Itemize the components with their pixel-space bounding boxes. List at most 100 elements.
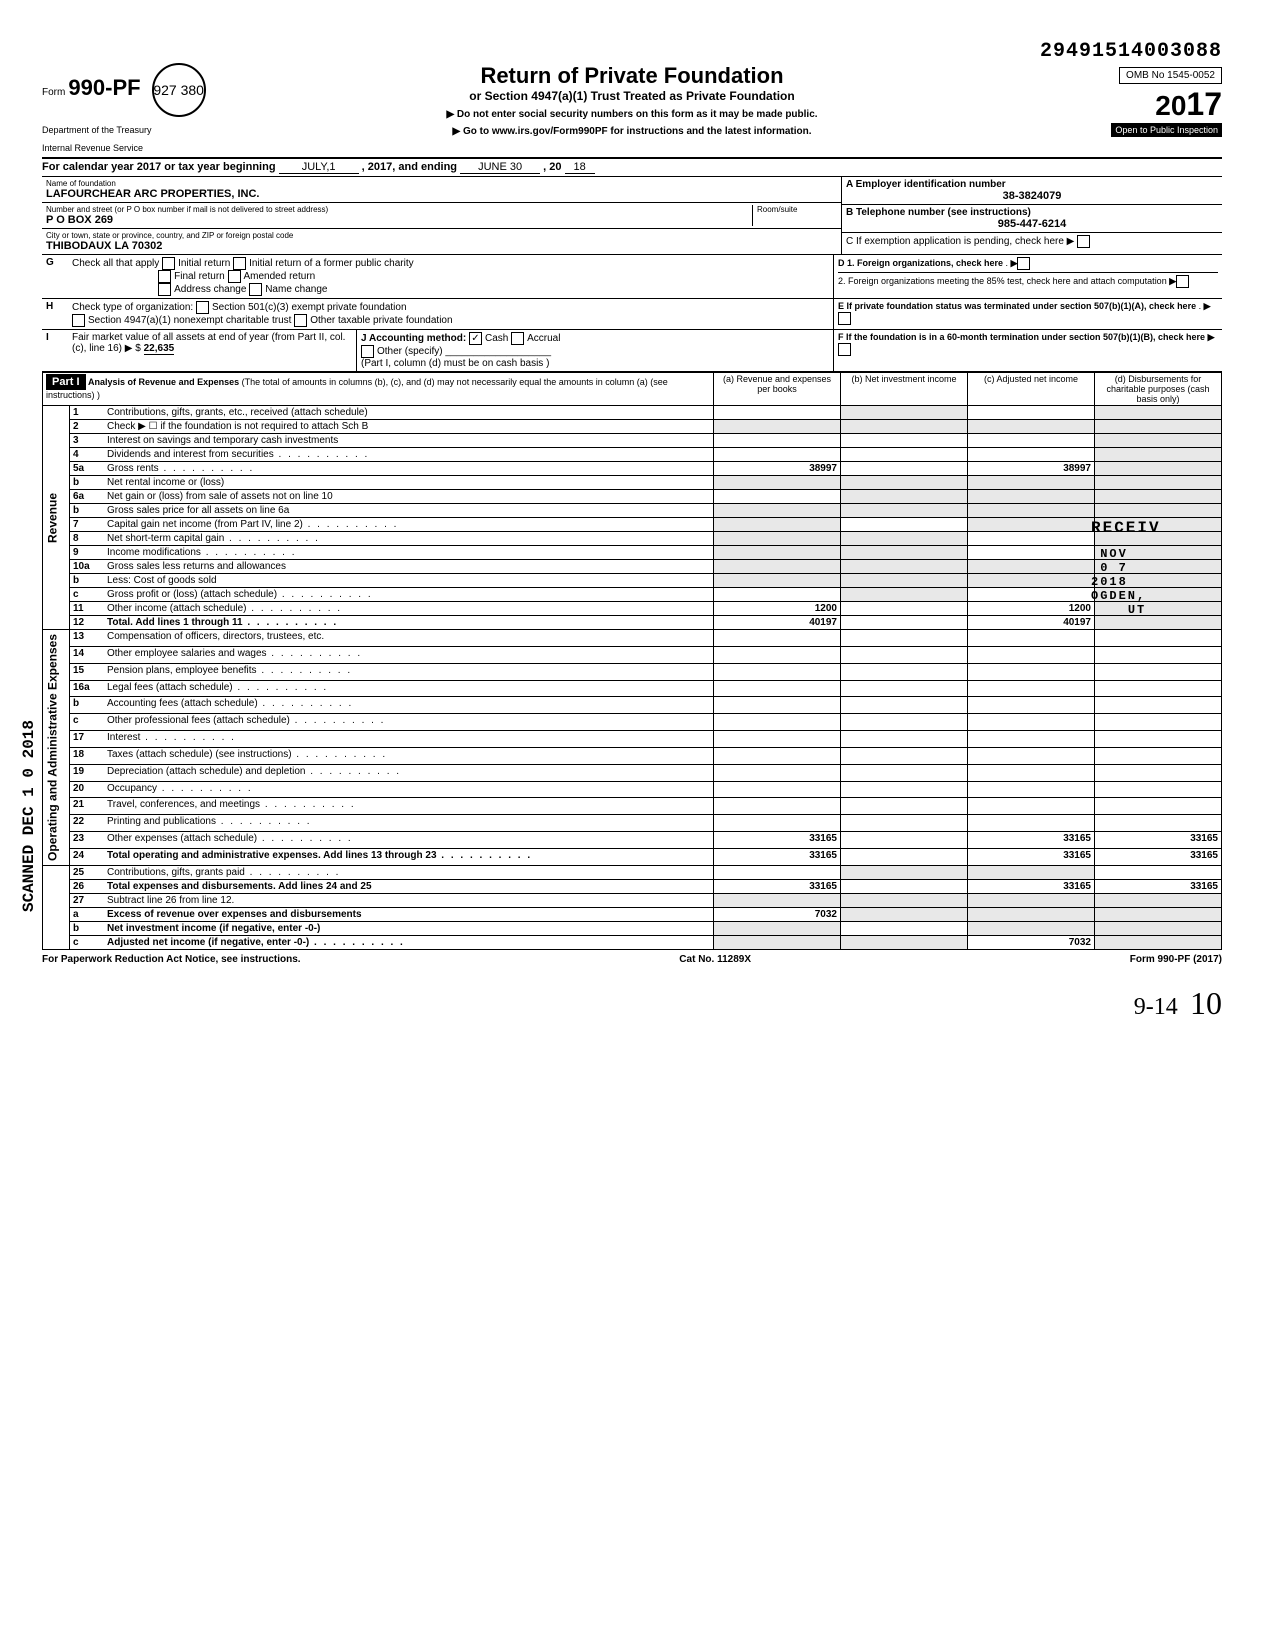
ln17-num: 17 xyxy=(70,731,105,748)
ln12-num: 12 xyxy=(70,616,105,630)
ln5a-a: 38997 xyxy=(714,462,841,476)
ln24-a: 33165 xyxy=(714,848,841,865)
ln18-desc: Taxes (attach schedule) (see instruction… xyxy=(104,747,714,764)
ln9-desc: Income modifications xyxy=(104,546,714,560)
ln16a-num: 16a xyxy=(70,680,105,697)
ln10c-desc: Gross profit or (loss) (attach schedule) xyxy=(104,588,714,602)
col-a-header: (a) Revenue and expenses per books xyxy=(714,373,841,406)
ln7-num: 7 xyxy=(70,518,105,532)
dept-treasury: Department of the Treasury xyxy=(42,125,242,135)
year-suffix: 17 xyxy=(1186,86,1222,122)
ln14-desc: Other employee salaries and wages xyxy=(104,646,714,663)
part1-header: Part I xyxy=(46,374,86,390)
omb-number: OMB No 1545-0052 xyxy=(1119,67,1222,84)
row-h: H Check type of organization: Section 50… xyxy=(42,299,1222,330)
g-check-final[interactable] xyxy=(158,270,171,283)
ln12-a: 40197 xyxy=(714,616,841,630)
ln4-num: 4 xyxy=(70,448,105,462)
ln16c-desc: Other professional fees (attach schedule… xyxy=(104,714,714,731)
col-d-header: (d) Disbursements for charitable purpose… xyxy=(1095,373,1222,406)
ln22-desc: Printing and publications xyxy=(104,815,714,832)
ln24-d: 33165 xyxy=(1095,848,1222,865)
ln21-desc: Travel, conferences, and meetings xyxy=(104,798,714,815)
phone: 985-447-6214 xyxy=(846,218,1218,230)
h-check-other[interactable] xyxy=(294,314,307,327)
j-other: Other (specify) xyxy=(377,346,443,357)
g-opt-2: Final return xyxy=(174,271,225,282)
j-cash: Cash xyxy=(485,333,508,344)
ln11-num: 11 xyxy=(70,602,105,616)
box-c: C If exemption application is pending, c… xyxy=(846,236,1074,247)
ln26-a: 33165 xyxy=(714,879,841,893)
ln10b-num: b xyxy=(70,574,105,588)
cal-end-year: 18 xyxy=(565,161,595,174)
city-state-zip: THIBODAUX LA 70302 xyxy=(46,240,837,252)
box-b-label: B Telephone number (see instructions) xyxy=(846,207,1218,218)
page-footer: For Paperwork Reduction Act Notice, see … xyxy=(42,954,1222,965)
ln12-c: 40197 xyxy=(968,616,1095,630)
h-check-4947[interactable] xyxy=(72,314,85,327)
ln19-desc: Depreciation (attach schedule) and deple… xyxy=(104,764,714,781)
receiv-stamp: RECEIV xyxy=(1091,519,1161,537)
ln3-desc: Interest on savings and temporary cash i… xyxy=(104,434,714,448)
d1-check[interactable] xyxy=(1017,257,1030,270)
footer-mid: Cat No. 11289X xyxy=(679,954,751,965)
h-opt-2: Other taxable private foundation xyxy=(310,315,452,326)
address: P O BOX 269 xyxy=(46,214,752,226)
ln13-desc: Compensation of officers, directors, tru… xyxy=(104,630,714,647)
e-check[interactable] xyxy=(838,312,851,325)
g-check-former[interactable] xyxy=(233,257,246,270)
row-i: I Fair market value of all assets at end… xyxy=(42,330,1222,372)
dln-number: 29491514003088 xyxy=(1040,40,1222,63)
g-check-initial[interactable] xyxy=(162,257,175,270)
cal-label: For calendar year 2017 or tax year begin… xyxy=(42,161,276,173)
handwritten-2: 10 xyxy=(1190,985,1222,1021)
foundation-name: LAFOURCHEAR ARC PROPERTIES, INC. xyxy=(46,188,837,200)
ln10b-desc: Less: Cost of goods sold xyxy=(104,574,714,588)
ln22-num: 22 xyxy=(70,815,105,832)
ln11-c: 1200 xyxy=(968,602,1095,616)
ln27a-num: a xyxy=(70,907,105,921)
h-label: Check type of organization: xyxy=(72,302,193,313)
g-label: Check all that apply xyxy=(72,258,159,269)
ln26-d: 33165 xyxy=(1095,879,1222,893)
ln26-c: 33165 xyxy=(968,879,1095,893)
g-check-name[interactable] xyxy=(249,283,262,296)
ln24-c: 33165 xyxy=(968,848,1095,865)
info-grid: Name of foundation LAFOURCHEAR ARC PROPE… xyxy=(42,177,1222,255)
f-check[interactable] xyxy=(838,343,851,356)
ln27b-desc: Net investment income (if negative, ente… xyxy=(104,921,714,935)
ln23-a: 33165 xyxy=(714,832,841,849)
ln5a-desc: Gross rents xyxy=(104,462,714,476)
box-c-check[interactable] xyxy=(1077,235,1090,248)
g-opt-5: Name change xyxy=(265,284,327,295)
ln27b-num: b xyxy=(70,921,105,935)
ln27a-desc: Excess of revenue over expenses and disb… xyxy=(104,907,714,921)
h-check-501c3[interactable] xyxy=(196,301,209,314)
ln27c-num: c xyxy=(70,935,105,949)
footer-right: Form 990-PF (2017) xyxy=(1130,954,1222,965)
form-page: SCANNED DEC 1 0 2018 29491514003088 Form… xyxy=(42,40,1222,1022)
ln27a-a: 7032 xyxy=(714,907,841,921)
ln10c-num: c xyxy=(70,588,105,602)
ln1-desc: Contributions, gifts, grants, etc., rece… xyxy=(104,406,714,420)
cal-begin: JULY,1 xyxy=(279,161,359,174)
ln16b-desc: Accounting fees (attach schedule) xyxy=(104,697,714,714)
fmv-value: 22,635 xyxy=(144,343,175,355)
ln12-desc: Total. Add lines 1 through 11 xyxy=(104,616,714,630)
ln10a-num: 10a xyxy=(70,560,105,574)
j-other-check[interactable] xyxy=(361,345,374,358)
cal-end-pre: , 20 xyxy=(543,161,561,173)
ln15-num: 15 xyxy=(70,663,105,680)
ln5a-num: 5a xyxy=(70,462,105,476)
public-inspection: Open to Public Inspection xyxy=(1111,123,1222,137)
i-label: Fair market value of all assets at end o… xyxy=(72,332,345,354)
j-accrual-check[interactable] xyxy=(511,332,524,345)
g-check-amended[interactable] xyxy=(228,270,241,283)
ln27c-desc: Adjusted net income (if negative, enter … xyxy=(104,935,714,949)
calendar-year-row: For calendar year 2017 or tax year begin… xyxy=(42,159,1222,177)
ln17-desc: Interest xyxy=(104,731,714,748)
d2-check[interactable] xyxy=(1176,275,1189,288)
j-cash-check[interactable]: ✓ xyxy=(469,332,482,345)
g-check-addr[interactable] xyxy=(158,283,171,296)
